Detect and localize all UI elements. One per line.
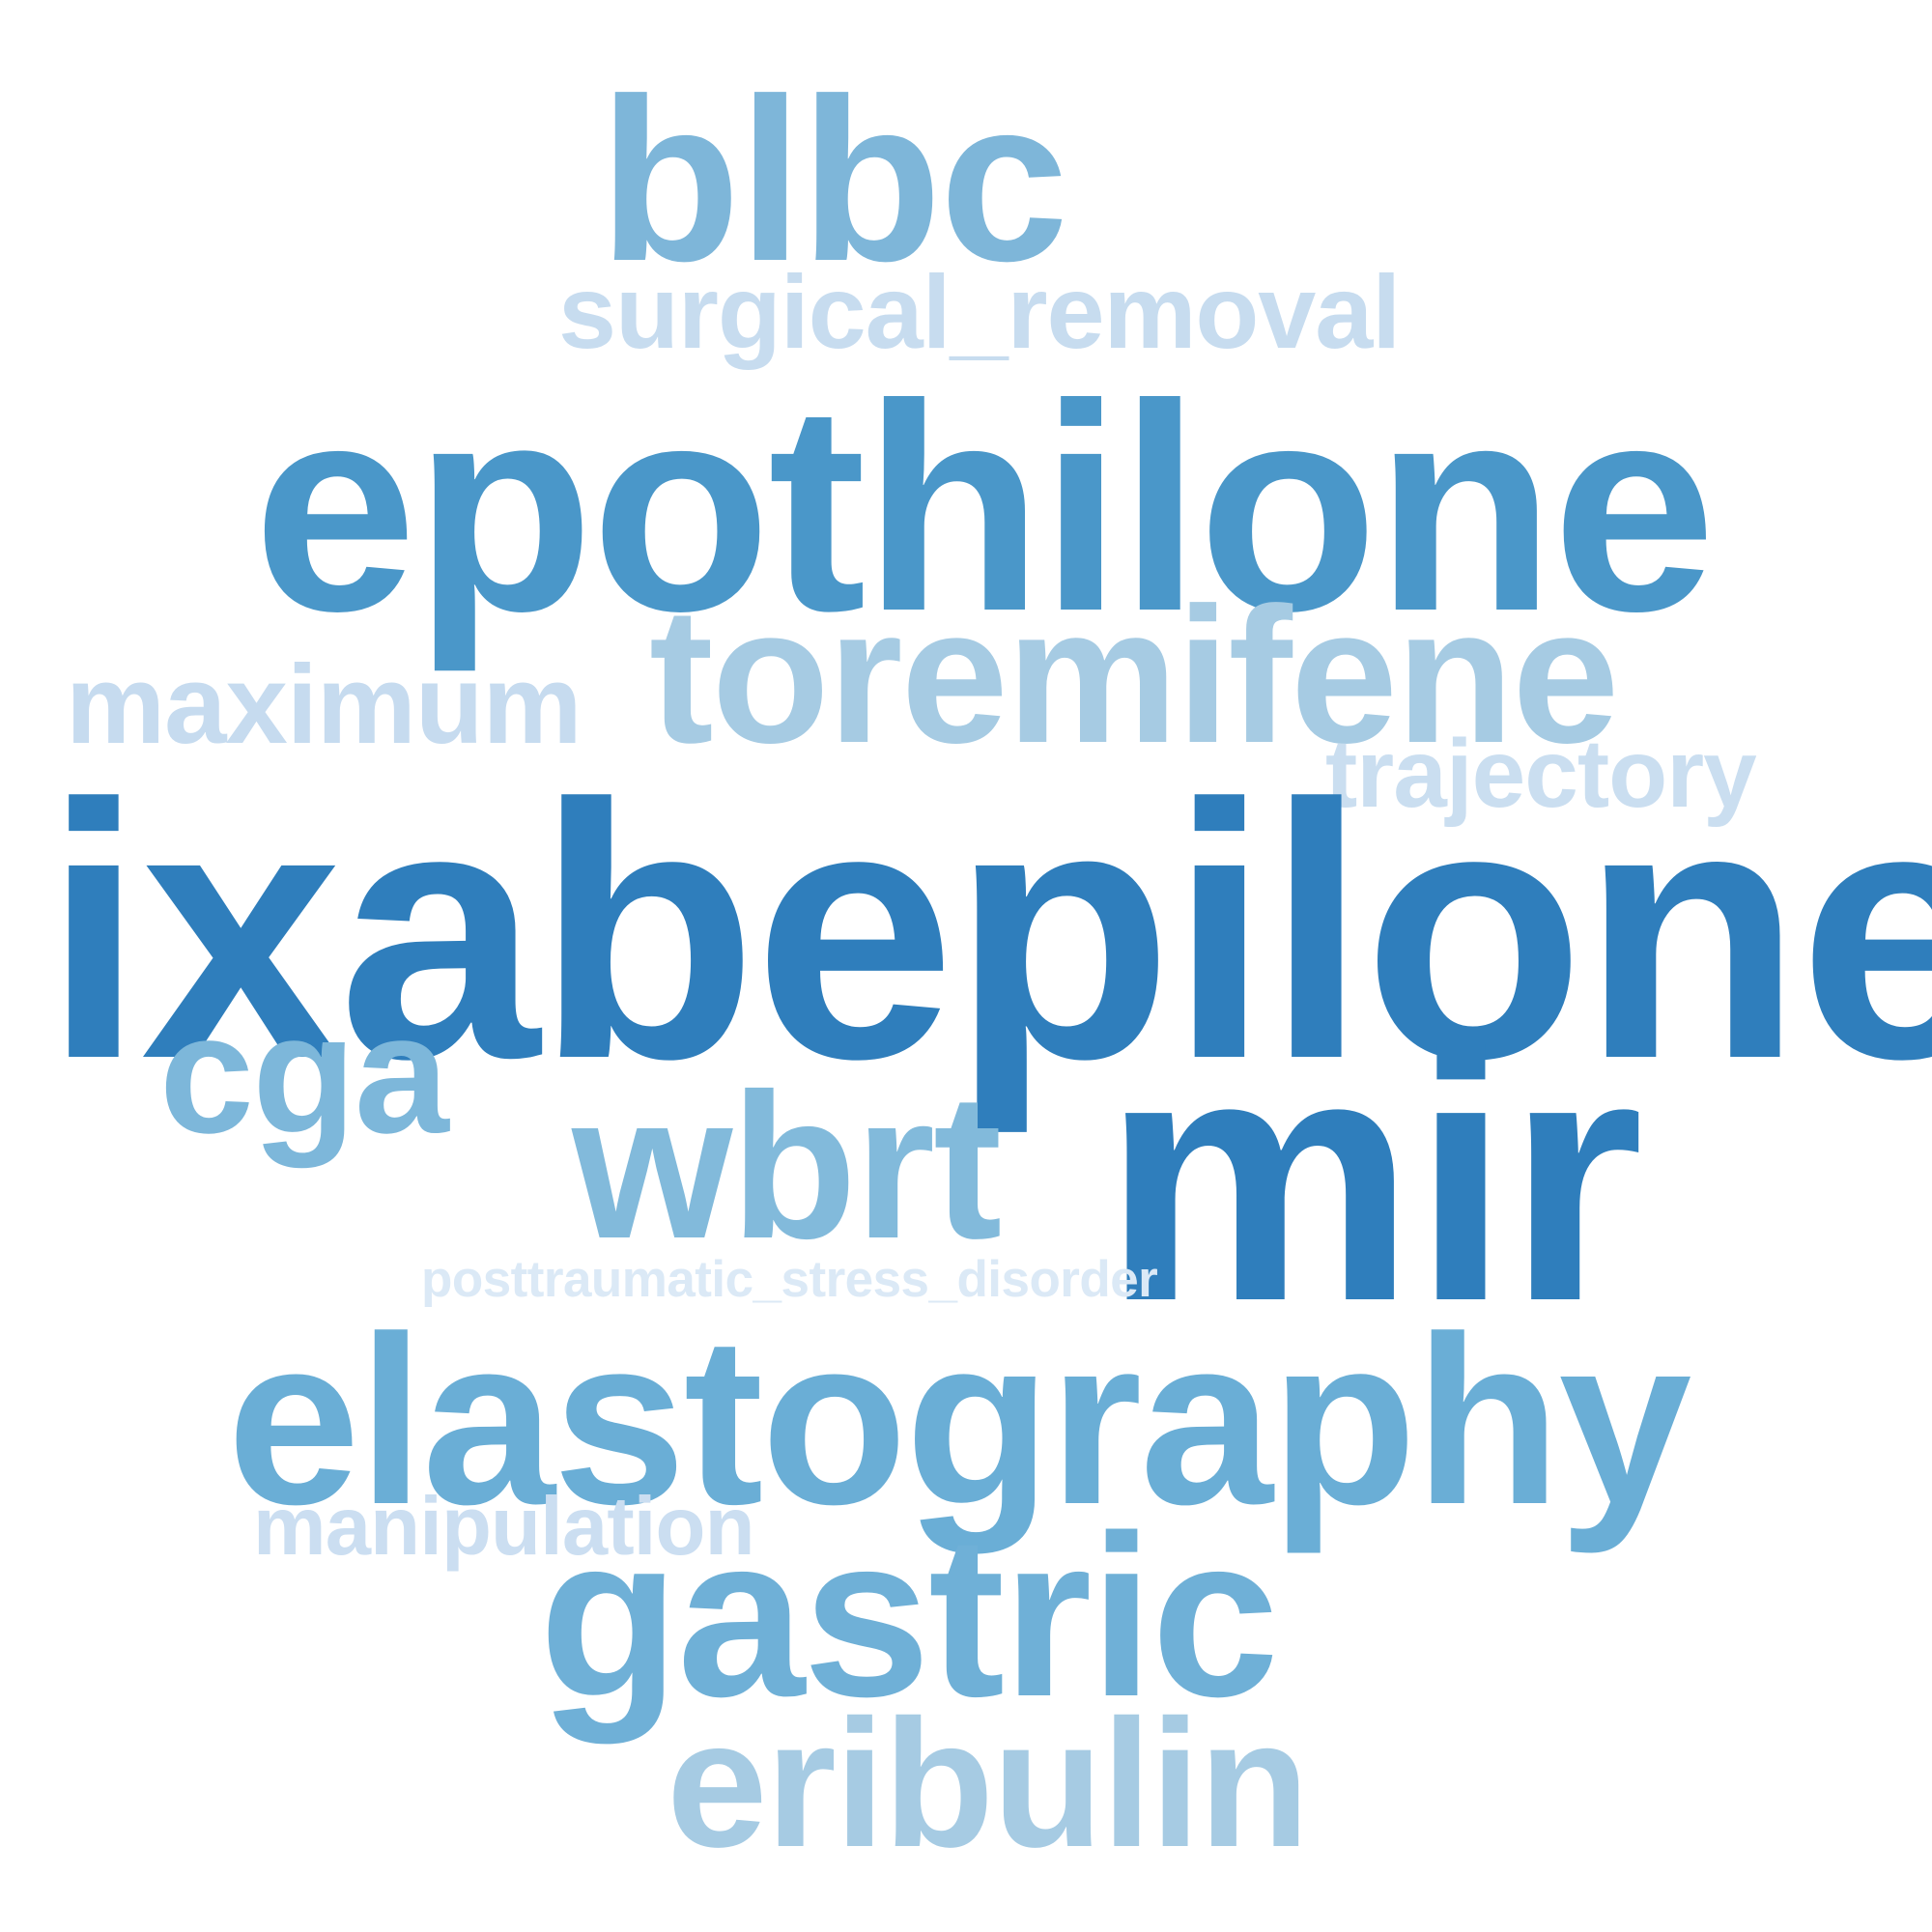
word-blbc: blbc	[599, 50, 1068, 309]
word-maximum: maximum	[66, 641, 582, 767]
word-epothilone: epothilone	[253, 343, 1716, 672]
word-manipulation: manipulation	[253, 1481, 755, 1573]
word-cga: cga	[159, 980, 449, 1169]
word-posttraumatic-stress-disorder: posttraumatic_stress_disorder	[421, 1251, 1158, 1308]
word-trajectory: trajectory	[1325, 720, 1757, 828]
word-ixabepilone: ixabepilone	[43, 730, 1932, 1134]
word-gastric: gastric	[539, 1489, 1279, 1745]
word-eribulin: eribulin	[667, 1682, 1310, 1885]
word-toremifene: toremifene	[649, 568, 1619, 783]
word-surgical-removal: surgical_removal	[558, 253, 1401, 370]
word-wbrt: wbrt	[572, 1051, 1002, 1282]
word-elastography: elastography	[227, 1286, 1691, 1554]
word-mir: mir	[1102, 981, 1644, 1375]
